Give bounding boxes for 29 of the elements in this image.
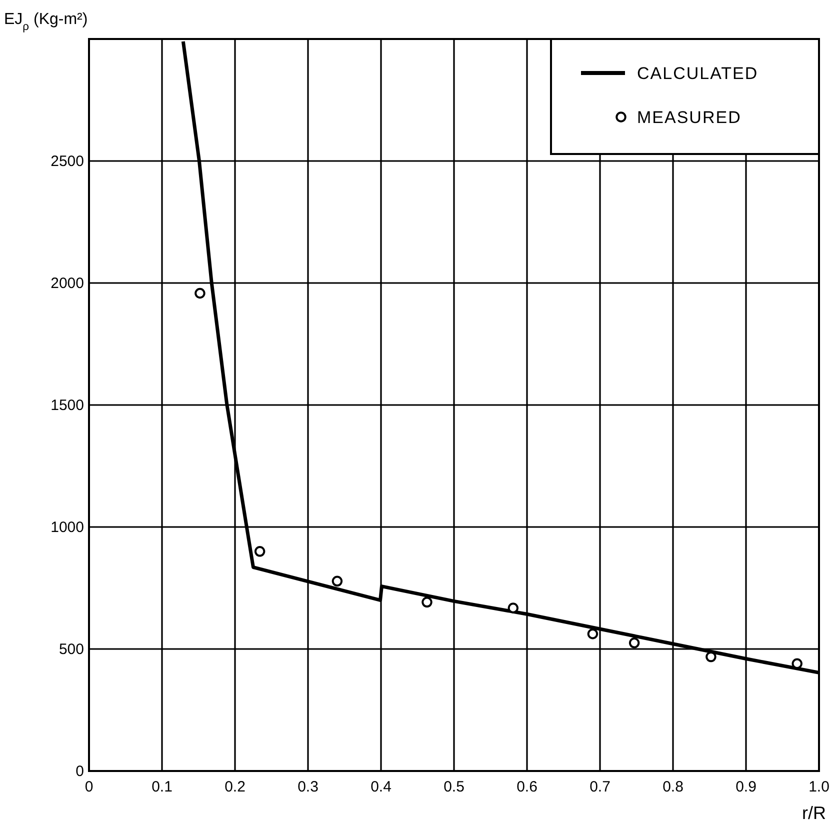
point xyxy=(254,546,266,557)
legend-label: MEASURED xyxy=(637,108,742,127)
x-tick-label: 0.3 xyxy=(298,778,318,796)
point xyxy=(792,658,802,669)
point xyxy=(587,628,598,640)
x-tick-label: 0.8 xyxy=(662,778,684,796)
point xyxy=(194,288,206,299)
y-tick-label: 1000 xyxy=(50,518,84,536)
x-tick-label: 0.4 xyxy=(370,778,392,796)
x-tick-label: 0.7 xyxy=(590,778,610,796)
point xyxy=(422,596,432,608)
point xyxy=(628,638,640,648)
x-tick-label: 0.2 xyxy=(224,778,246,796)
point xyxy=(706,651,716,662)
y-tick-label: 500 xyxy=(58,640,84,658)
y-axis-title: EJ$_{ρ}$ (Kg-m²) xyxy=(4,11,88,33)
x-tick-label: 0.6 xyxy=(516,778,538,796)
x-tick-label: 1.0 xyxy=(808,778,830,796)
y-tick-label: 0 xyxy=(76,762,84,780)
y-tick-label: 2000 xyxy=(50,274,84,292)
legend-label: CALCULATED xyxy=(637,64,758,83)
point xyxy=(508,602,518,614)
x-tick-label: 0.1 xyxy=(152,778,172,796)
y-tick-label: 2500 xyxy=(50,152,84,170)
x-tick-label: 0.9 xyxy=(736,778,756,796)
x-axis-title: r/R xyxy=(802,803,826,821)
point xyxy=(332,576,343,587)
y-tick-label: 1500 xyxy=(50,396,84,414)
x-tick-label: 0.5 xyxy=(444,778,464,796)
